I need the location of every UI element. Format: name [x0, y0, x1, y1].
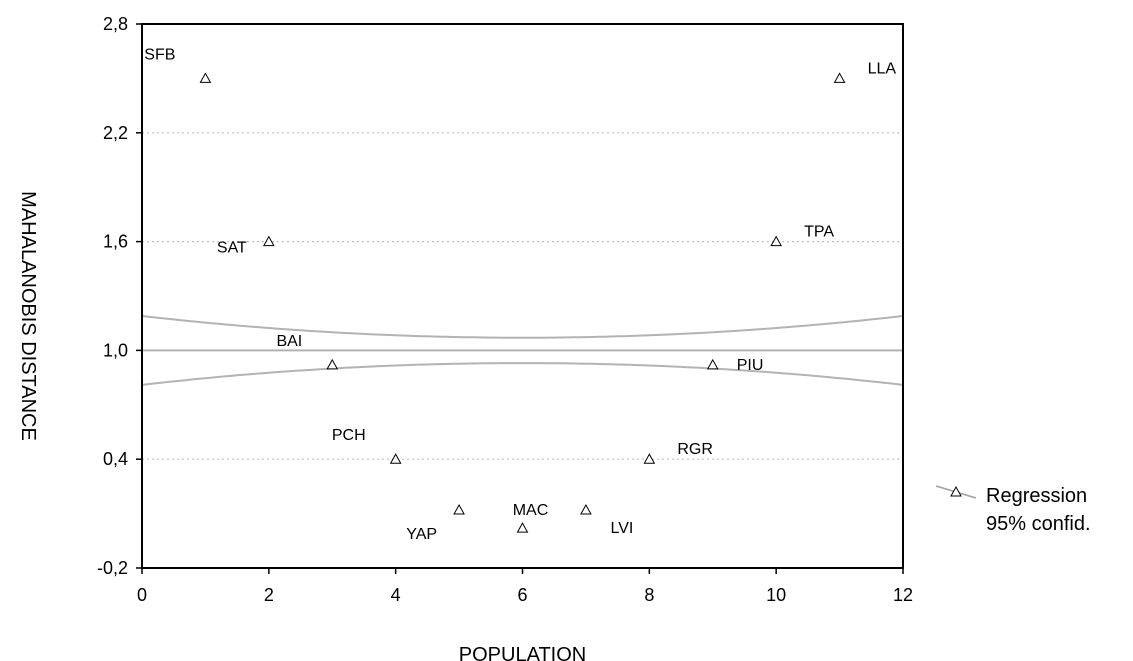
data-point-marker: [199, 72, 212, 83]
gridlines: [142, 132, 903, 460]
legend-entry: Regression: [986, 485, 1087, 507]
data-point-label: PCH: [332, 427, 366, 444]
data-point-label: BAI: [276, 333, 302, 350]
data-point-marker: [516, 522, 529, 533]
data-point-marker: [326, 358, 339, 370]
x-tick-label: 12: [893, 585, 913, 605]
data-point-label: LLA: [868, 60, 897, 77]
y-tick-label: -0,2: [97, 558, 128, 578]
y-tick-label: 1,6: [103, 232, 128, 252]
y-tick-label: 1,0: [103, 340, 128, 360]
data-point-label: MAC: [513, 502, 549, 519]
axis-ticks: -0,2 0,4 1,0 1,6 2,2 2,8 0 2 4 6 8 10 12: [97, 14, 913, 605]
data-point-marker: [833, 72, 846, 83]
data-point-label: TPA: [804, 224, 834, 241]
confidence-upper-line: [141, 314, 904, 339]
data-point-marker: [262, 235, 275, 247]
data-point-label: YAP: [406, 526, 437, 543]
data-point-label: RGR: [677, 441, 713, 458]
x-tick-label: 0: [137, 585, 147, 605]
legend-entry: 95% confid.: [986, 513, 1091, 535]
data-points: SFB SAT BAI PCH YAP MAC LVI RGR PIU TPA LLA: [144, 46, 896, 543]
x-tick-label: 2: [264, 585, 274, 605]
y-tick-label: 2,8: [103, 14, 128, 34]
x-tick-label: 8: [644, 585, 654, 605]
data-point-marker: [453, 503, 465, 515]
x-tick-label: 4: [391, 585, 401, 605]
data-point-label: SAT: [217, 240, 247, 257]
plot-area: [141, 23, 904, 569]
x-tick-label: 6: [517, 585, 527, 605]
data-point-label: LVI: [611, 520, 634, 537]
data-point-label: SFB: [144, 46, 175, 63]
confidence-lower-line: [141, 362, 904, 386]
legend: Regression 95% confid.: [935, 485, 1091, 535]
legend-marker: [950, 485, 962, 497]
data-point-marker: [706, 358, 719, 370]
x-axis-title: POPULATION: [459, 644, 586, 661]
y-tick-label: 2,2: [103, 123, 128, 143]
y-axis-title: MAHALANOBIS DISTANCE: [17, 191, 39, 441]
data-point-marker: [580, 503, 592, 515]
data-point-label: PIU: [737, 357, 764, 374]
data-point-marker: [643, 453, 656, 464]
regression-lines: [141, 314, 904, 386]
y-tick-label: 0,4: [103, 449, 128, 469]
data-point-marker: [770, 235, 783, 247]
x-tick-label: 10: [766, 585, 786, 605]
data-point-marker: [389, 453, 402, 464]
